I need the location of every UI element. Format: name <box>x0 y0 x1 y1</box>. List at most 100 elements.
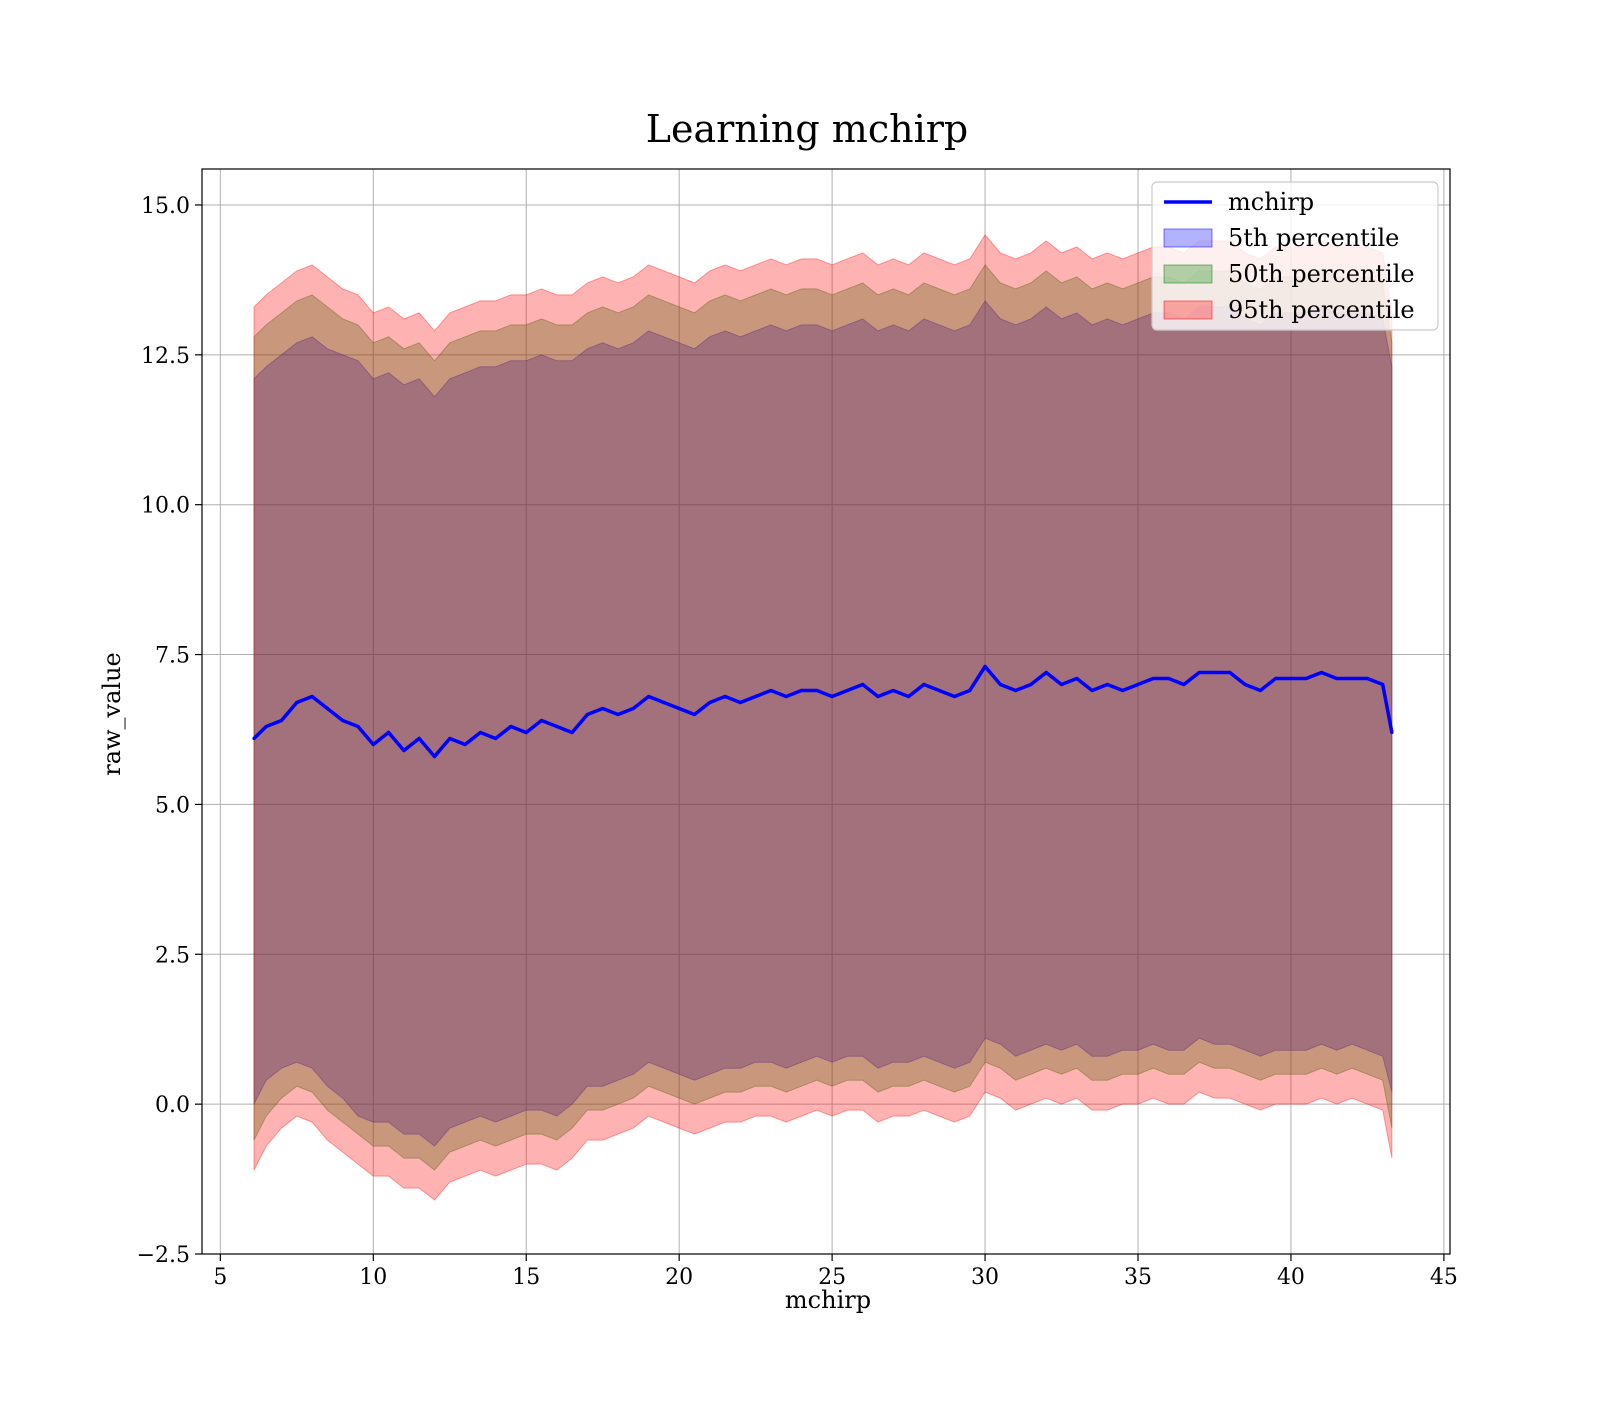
mchirp-point <box>922 682 926 687</box>
mchirp-point <box>1319 670 1324 675</box>
mchirp-point <box>815 688 819 693</box>
mchirp-point <box>570 730 574 735</box>
mchirp-point <box>1059 682 1064 687</box>
mchirp-point <box>1090 688 1094 693</box>
mchirp-point <box>387 730 391 735</box>
legend-swatch-2 <box>1163 264 1213 284</box>
legend-swatch-3 <box>1163 300 1213 320</box>
mchirp-point <box>845 688 850 693</box>
chart-title: Learning mchirp <box>646 107 968 151</box>
mchirp-point <box>1075 676 1079 681</box>
mchirp-point <box>1228 670 1232 675</box>
mchirp-point <box>1014 688 1018 693</box>
x-tick-label: 45 <box>1430 1265 1458 1290</box>
mchirp-point <box>1289 676 1293 681</box>
tick-layer: 5 10 15 20 25 30 35 40 45 −2.5 0.0 2.5 5.0 7.5 10.0 12.… <box>137 194 1458 1290</box>
grid-layer <box>202 169 1450 1255</box>
mchirp-point <box>1029 682 1033 687</box>
legend-label: 95th percentile <box>1228 296 1415 324</box>
mchirp-point <box>524 730 528 735</box>
y-tick-label: 7.5 <box>155 644 190 669</box>
mchirp-point <box>662 700 666 705</box>
mchirp-point <box>356 724 360 729</box>
mchirp-point <box>252 736 256 741</box>
mchirp-point <box>983 664 987 669</box>
mchirp-point <box>891 688 895 693</box>
series-line-mchirp <box>252 664 1394 759</box>
mchirp-point <box>631 706 635 711</box>
mchirp-point <box>1136 682 1140 687</box>
legend-label: 50th percentile <box>1228 260 1415 288</box>
mchirp-point <box>555 724 559 729</box>
mchirp-point <box>1350 676 1354 681</box>
mchirp-point <box>1105 682 1109 687</box>
mchirp-point <box>968 688 972 693</box>
y-tick-label: 10.0 <box>141 494 190 519</box>
mchirp-point <box>1304 676 1308 681</box>
legend: mchirp 5th percentile 50th percentile 95th … <box>1151 181 1439 331</box>
y-tick-label: 0.0 <box>155 1093 190 1118</box>
mchirp-point <box>1044 670 1048 675</box>
mchirp-point <box>1243 682 1247 687</box>
plot-frame <box>201 168 1451 1255</box>
legend-label: mchirp <box>1228 188 1314 216</box>
x-tick-label: 35 <box>1124 1265 1152 1290</box>
mchirp-point <box>448 736 452 741</box>
mchirp-point <box>310 694 314 699</box>
band-50th-percentile <box>253 264 1393 1171</box>
band-5th-percentile <box>253 300 1393 1147</box>
mchirp-point <box>907 694 911 699</box>
mchirp-point <box>677 706 681 711</box>
line-layer <box>252 664 1394 759</box>
legend-box <box>1151 181 1439 331</box>
mchirp-point <box>876 694 880 699</box>
mchirp-point <box>1121 688 1125 693</box>
x-tick-label: 25 <box>818 1265 846 1290</box>
band-layer <box>253 234 1393 1201</box>
mchirp-point <box>295 700 299 705</box>
mchirp-point <box>279 718 284 723</box>
mchirp-point <box>937 688 941 693</box>
mchirp-point <box>417 736 421 741</box>
mchirp-point <box>647 694 651 699</box>
mchirp-point <box>1151 676 1155 681</box>
mchirp-point <box>738 700 743 705</box>
mchirp-point <box>692 712 697 717</box>
mchirp-point <box>1258 688 1262 693</box>
mchirp-point <box>1197 670 1201 675</box>
y-tick-label: 2.5 <box>155 943 190 968</box>
y-tick-label: −2.5 <box>137 1243 190 1268</box>
y-tick-label: 12.5 <box>141 344 190 369</box>
mchirp-point <box>432 754 437 759</box>
mchirp-point <box>1335 676 1339 681</box>
x-tick-label: 30 <box>971 1265 999 1290</box>
mchirp-point <box>616 712 620 717</box>
band-95th-percentile <box>253 234 1393 1201</box>
mchirp-point <box>769 688 773 693</box>
x-tick-label: 40 <box>1277 1265 1305 1290</box>
x-tick-label: 20 <box>665 1265 693 1290</box>
mchirp-point <box>1274 676 1278 681</box>
x-axis-label: mchirp <box>785 1286 871 1314</box>
mchirp-point <box>494 736 498 741</box>
mchirp-point <box>784 694 788 699</box>
mchirp-point <box>723 694 727 699</box>
mchirp-point <box>998 682 1003 687</box>
mchirp-point <box>509 724 513 729</box>
mchirp-point <box>952 694 957 699</box>
mchirp-point <box>1381 682 1385 687</box>
mchirp-point <box>830 694 834 699</box>
mchirp-point <box>799 688 804 693</box>
x-tick-label: 15 <box>512 1265 540 1290</box>
mchirp-point <box>371 742 375 747</box>
mchirp-point <box>463 742 467 747</box>
mchirp-point <box>1182 682 1186 687</box>
mchirp-point <box>402 748 406 753</box>
mchirp-point <box>341 718 345 723</box>
y-tick-label: 15.0 <box>141 194 190 219</box>
mchirp-point <box>1167 676 1171 681</box>
mchirp-point <box>861 682 865 687</box>
mchirp-point <box>1365 676 1369 681</box>
